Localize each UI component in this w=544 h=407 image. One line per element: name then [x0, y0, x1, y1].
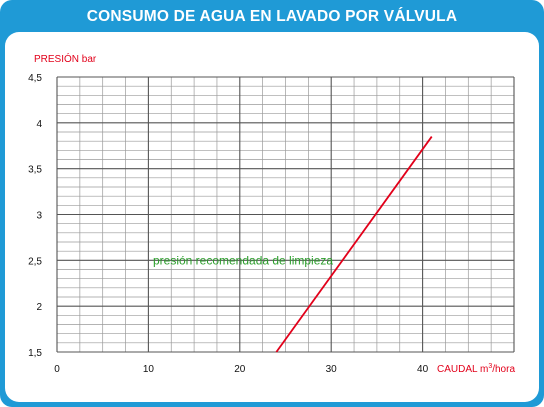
y-tick-label: 2,5: [28, 256, 42, 267]
y-tick-label: 4,5: [28, 73, 42, 84]
y-axis-label: PRESIÓN bar: [34, 52, 97, 65]
x-axis-label-superscript: 3: [488, 363, 492, 370]
x-tick-label: 20: [234, 364, 246, 375]
x-tick-label: 10: [143, 364, 155, 375]
chart-panel: [5, 32, 539, 402]
x-tick-label: 40: [417, 364, 429, 375]
series-line: [275, 136, 433, 353]
y-tick-label: 3,5: [28, 165, 42, 176]
x-axis-label-main: CAUDAL m: [437, 364, 488, 375]
y-tick-label: 2: [36, 302, 42, 313]
annotation-recommended-pressure: presión recomendada de limpieza: [153, 253, 333, 267]
y-tick-label: 4: [36, 119, 42, 130]
x-axis-label-unit: /hora: [492, 364, 515, 375]
chart-title: CONSUMO DE AGUA EN LAVADO POR VÁLVULA: [86, 8, 458, 25]
y-tick-label: 1,5: [28, 348, 42, 359]
x-tick-label: 30: [326, 364, 338, 375]
x-axis-label: CAUDAL m3/hora: [437, 363, 515, 375]
x-tick-label: 0: [54, 364, 60, 375]
y-tick-label: 3: [36, 211, 42, 222]
